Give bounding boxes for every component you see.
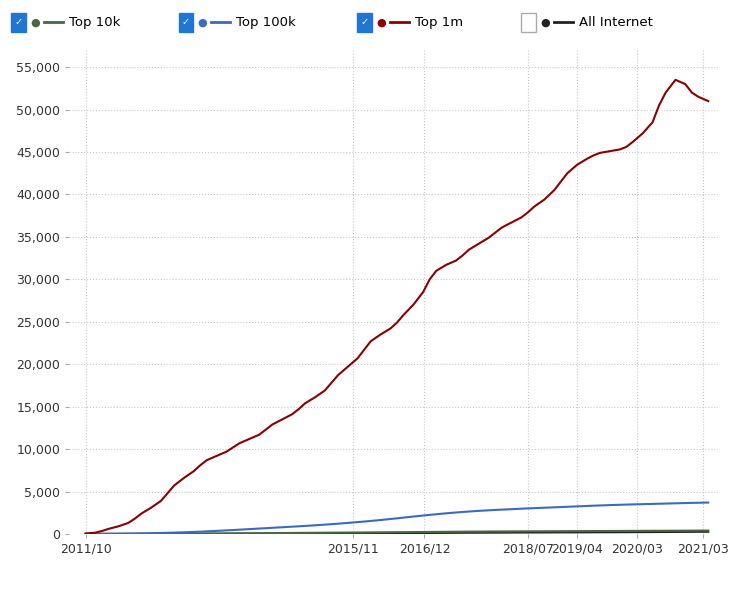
Text: ✓: ✓ [182, 18, 190, 27]
Text: ✓: ✓ [14, 18, 23, 27]
Text: ●: ● [198, 18, 208, 27]
Text: All Internet: All Internet [579, 16, 652, 29]
Text: Top 1m: Top 1m [415, 16, 463, 29]
Text: ●: ● [540, 18, 550, 27]
Text: Top 100k: Top 100k [236, 16, 296, 29]
Text: ●: ● [376, 18, 386, 27]
Text: Top 10k: Top 10k [69, 16, 120, 29]
Text: ✓: ✓ [360, 18, 369, 27]
Text: ●: ● [30, 18, 40, 27]
